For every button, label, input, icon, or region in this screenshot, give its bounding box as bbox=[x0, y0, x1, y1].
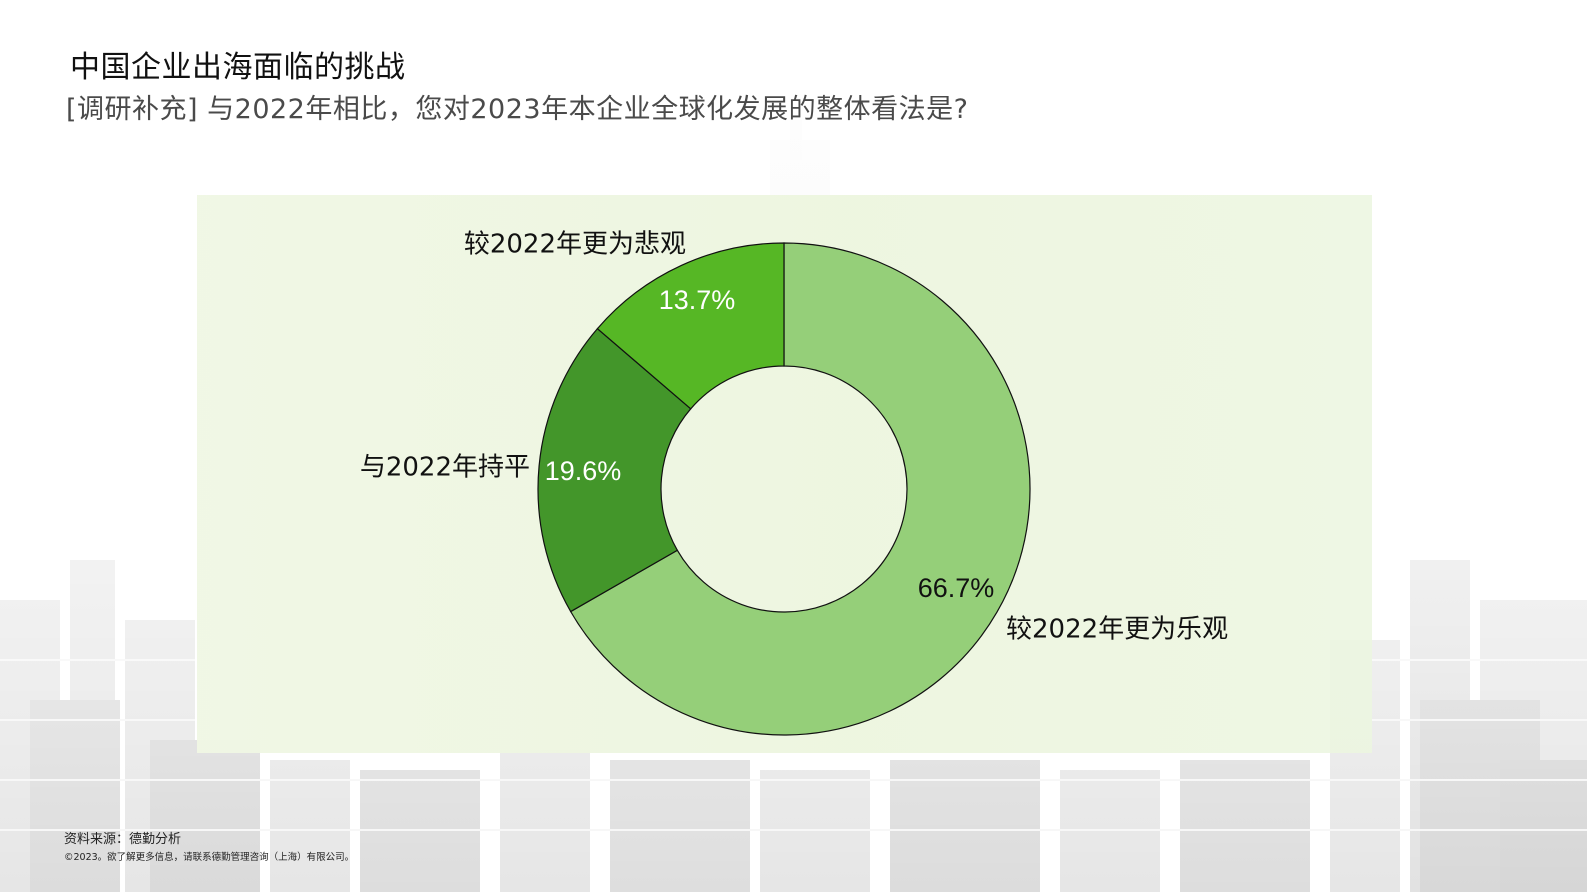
donut-slice-3 bbox=[596, 242, 785, 410]
footer-source: 资料来源：德勤分析 bbox=[64, 832, 182, 847]
page-subtitle: [调研补充] 与2022年相比，您对2023年本企业全球化发展的整体看法是? bbox=[66, 94, 969, 125]
slice-category-label-1: 较2022年更为乐观 bbox=[1006, 615, 1228, 645]
slice-value-label-3: 13.7% bbox=[659, 285, 736, 315]
slice-category-label-3: 较2022年更为悲观 bbox=[464, 230, 686, 260]
donut-slice-1 bbox=[569, 242, 1031, 736]
slice-value-label-1: 66.7% bbox=[918, 573, 995, 603]
footer-copyright: ©2023。欲了解更多信息，请联系德勤管理咨询（上海）有限公司。 bbox=[64, 852, 355, 863]
page-title: 中国企业出海面临的挑战 bbox=[70, 50, 406, 85]
slice-value-label-2: 19.6% bbox=[545, 456, 622, 486]
donut-slice-2 bbox=[537, 327, 692, 613]
slice-category-label-2: 与2022年持平 bbox=[360, 453, 530, 483]
